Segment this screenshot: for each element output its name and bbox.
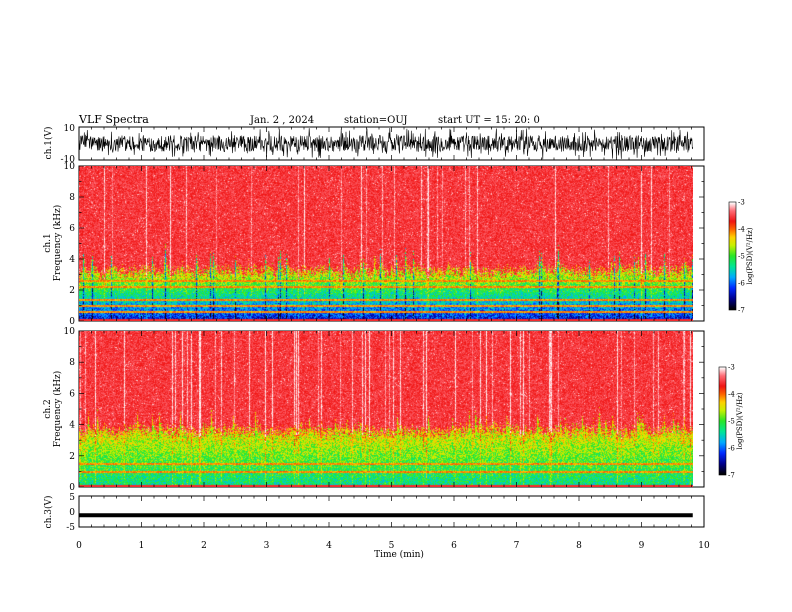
- date-label: Jan. 2 , 2024: [249, 115, 314, 126]
- ch2-colorbar-ticks: -3 -4 -5 -6 -7: [728, 364, 735, 480]
- station-label: station=OUJ: [344, 115, 408, 126]
- time-axis-ticks: [78, 127, 705, 527]
- colorbar2-tick--3: -3: [728, 364, 735, 372]
- time-tick-label-7: 7: [514, 541, 520, 551]
- ch1-spectrogram-image: [79, 166, 693, 321]
- spec1-ytick-0: 0: [69, 317, 75, 327]
- spec2-ytick-10: 10: [64, 327, 76, 337]
- time-tick-label-1: 1: [139, 541, 145, 551]
- colorbar1-tick--3: -3: [738, 199, 745, 207]
- ch1-ytick-bottom: -10: [61, 155, 76, 165]
- ch3-waveform-panel: 5 0 -5 ch.3(V): [43, 493, 705, 533]
- time-axis-label: Time (min): [374, 549, 424, 560]
- spec1-ytick-2: 2: [69, 286, 75, 296]
- ch3-waveform-frame: [78, 495, 705, 528]
- colorbar1-tick--7: -7: [738, 307, 745, 315]
- start-time-label: start UT = 15: 20: 0: [438, 115, 540, 126]
- ch2-colorbar-label: log(PSD)(V²/Hz): [736, 392, 744, 449]
- figure-title: VLF Spectra: [78, 113, 149, 126]
- ch2-colorbar: [718, 366, 727, 476]
- ch1-waveform-line: [78, 127, 694, 160]
- ch1-colorbar-ticks: -3 -4 -5 -6 -7: [738, 199, 745, 315]
- colorbar2-tick--7: -7: [728, 472, 735, 480]
- colorbar2-tick--4: -4: [728, 391, 735, 399]
- time-tick-label-4: 4: [326, 541, 332, 551]
- time-tick-label-8: 8: [576, 541, 582, 551]
- ch3-ytick-bottom: -5: [66, 523, 75, 533]
- spec1-ytick-4: 4: [69, 255, 75, 265]
- time-axis-tick-labels: 0 1 2 3 4 5 6 7 8 9 10: [76, 541, 710, 551]
- time-tick-label-0: 0: [76, 541, 82, 551]
- ch1-colorbar: [728, 201, 737, 311]
- spec1-ytick-8: 8: [69, 193, 75, 203]
- spec2-ytick-4: 4: [69, 421, 75, 431]
- ch1-waveform-panel: 10 -10 ch.1(V): [43, 124, 705, 165]
- time-tick-label-9: 9: [639, 541, 645, 551]
- spec2-ytick-2: 2: [69, 452, 75, 462]
- time-tick-label-10: 10: [698, 541, 710, 551]
- colorbar1-tick--4: -4: [738, 226, 745, 234]
- ch1-spectrogram-ylabel-frequency: Frequency (kHz): [52, 205, 63, 282]
- time-tick-label-3: 3: [264, 541, 270, 551]
- ch3-ytick-middle: 0: [69, 508, 75, 518]
- spec1-ytick-6: 6: [69, 224, 75, 234]
- colorbar1-tick--6: -6: [738, 280, 745, 288]
- time-tick-label-6: 6: [451, 541, 457, 551]
- ch3-waveform-ylabel: ch.3(V): [43, 496, 54, 529]
- ch1-colorbar-label: log(PSD)(V²/Hz): [746, 227, 754, 284]
- ch1-spectrogram-ylabel-channel: ch.1: [43, 233, 53, 252]
- ch2-spectrogram-ylabel-frequency: Frequency (kHz): [52, 371, 63, 448]
- ch2-spectrogram-ylabel-channel: ch.2: [43, 399, 53, 418]
- colorbar-gradient-1: [729, 202, 736, 310]
- colorbar2-tick--6: -6: [728, 445, 735, 453]
- colorbar1-tick--5: -5: [738, 253, 745, 261]
- time-tick-label-2: 2: [201, 541, 207, 551]
- time-tick-label-5: 5: [389, 541, 395, 551]
- ch1-spectrogram-yticks: 0 2 4 6 8 10: [64, 162, 704, 327]
- ch3-ytick-top: 5: [69, 493, 75, 503]
- ch2-spectrogram-image: [79, 331, 693, 487]
- spec2-ytick-0: 0: [69, 483, 75, 493]
- ch2-spectrogram-yticks: 0 2 4 6 8 10: [64, 327, 704, 493]
- spec2-ytick-6: 6: [69, 389, 75, 399]
- ch1-ytick-top: 10: [64, 124, 76, 134]
- colorbar-gradient-2: [719, 367, 726, 475]
- spec1-ytick-10: 10: [64, 162, 76, 172]
- ch1-waveform-ylabel: ch.1(V): [43, 127, 54, 160]
- colorbar2-tick--5: -5: [728, 418, 735, 426]
- spec2-ytick-8: 8: [69, 358, 75, 368]
